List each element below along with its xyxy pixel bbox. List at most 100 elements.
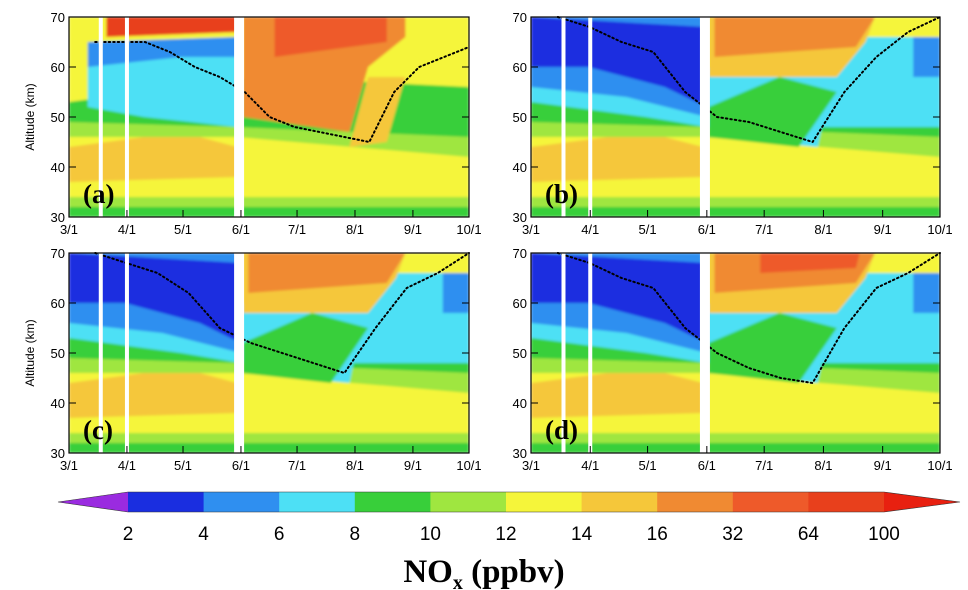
colorbar-level-label: 12 bbox=[495, 524, 516, 545]
band-gold bbox=[69, 368, 238, 418]
y-tick-label: 60 bbox=[513, 296, 527, 311]
x-tick-label: 3/1 bbox=[522, 222, 540, 237]
panel-label: (a) bbox=[83, 179, 114, 209]
colorbar-swatch bbox=[808, 492, 885, 512]
y-tick-label: 40 bbox=[513, 396, 527, 411]
region-blue-right bbox=[913, 37, 940, 77]
colorbar-swatch bbox=[203, 492, 280, 512]
band-green-bottom bbox=[69, 207, 469, 217]
x-tick-label: 9/1 bbox=[874, 458, 892, 473]
panel-a-field bbox=[69, 17, 469, 217]
y-tick-label: 50 bbox=[51, 346, 65, 361]
colorbar-level-label: 14 bbox=[571, 524, 593, 545]
data-gap-bar bbox=[699, 253, 710, 453]
x-tick-label: 4/1 bbox=[581, 222, 599, 237]
region-orange-top bbox=[714, 17, 875, 57]
data-gap-bar bbox=[124, 17, 129, 217]
band-green-bottom bbox=[531, 443, 940, 453]
panel-d-field bbox=[531, 253, 940, 453]
colorbar-triangle-left bbox=[58, 492, 128, 512]
x-tick-label: 7/1 bbox=[288, 458, 306, 473]
x-tick-label: 5/1 bbox=[639, 222, 657, 237]
x-tick-label: 8/1 bbox=[346, 458, 364, 473]
region-blue-right bbox=[913, 273, 940, 313]
y-tick-label: 60 bbox=[51, 296, 65, 311]
x-tick-label: 6/1 bbox=[698, 458, 716, 473]
panel-label: (c) bbox=[83, 415, 113, 445]
colorbar-outline bbox=[57, 491, 961, 513]
y-tick-label: 40 bbox=[513, 160, 527, 175]
x-tick-label: 8/1 bbox=[346, 222, 364, 237]
colorbar-level-label: 16 bbox=[647, 524, 668, 545]
colorbar-level-label: 8 bbox=[350, 524, 361, 545]
y-tick-label: 50 bbox=[513, 110, 527, 125]
x-tick-label: 9/1 bbox=[404, 458, 422, 473]
data-gap-bar bbox=[124, 253, 129, 453]
region-gold-a bbox=[349, 77, 406, 147]
x-tick-label: 3/1 bbox=[522, 458, 540, 473]
colorbar-level-label: 4 bbox=[198, 524, 209, 545]
region-green-mid bbox=[708, 313, 837, 383]
region-darkorange-top bbox=[760, 253, 860, 273]
y-tick-label: 70 bbox=[51, 246, 65, 261]
data-gap-bar bbox=[98, 253, 103, 453]
y-tick-label: 30 bbox=[51, 446, 65, 461]
x-tick-label: 7/1 bbox=[288, 222, 306, 237]
x-tick-label: 7/1 bbox=[755, 458, 773, 473]
y-tick-label: 30 bbox=[513, 446, 527, 461]
panel-b: 30 40 50 60 70 3/1 4/1 5/1 6/1 7/1 8/1 9/1 10/1 (b) bbox=[513, 10, 953, 237]
x-tick-label: 3/1 bbox=[60, 222, 78, 237]
panel-label: (b) bbox=[545, 179, 578, 209]
y-tick-label: 50 bbox=[513, 346, 527, 361]
x-tick-label: 4/1 bbox=[581, 458, 599, 473]
x-tick-label: 10/1 bbox=[927, 458, 952, 473]
data-gap-bar bbox=[561, 253, 566, 453]
colorbar-level-label: 2 bbox=[123, 524, 134, 545]
band-gold bbox=[531, 132, 703, 182]
y-tick-label: 60 bbox=[513, 60, 527, 75]
x-tick-label: 4/1 bbox=[118, 222, 136, 237]
band-gold bbox=[69, 132, 238, 182]
band-gold bbox=[531, 368, 703, 418]
colorbar: 2 4 6 8 10 12 14 16 32 64 100 NOx (ppbv) bbox=[57, 491, 961, 590]
x-tick-label: 6/1 bbox=[698, 222, 716, 237]
data-gap-bar bbox=[699, 17, 710, 217]
colorbar-swatch bbox=[581, 492, 658, 512]
x-tick-label: 7/1 bbox=[755, 222, 773, 237]
x-tick-label: 10/1 bbox=[456, 222, 481, 237]
colorbar-triangle-right bbox=[884, 492, 960, 512]
panel-a: 30 40 50 60 70 3/1 4/1 5/1 6/1 7/1 8/1 9/1 10/1 Altit… bbox=[23, 10, 482, 237]
region-darkorange bbox=[274, 17, 387, 57]
y-tick-label: 50 bbox=[51, 110, 65, 125]
x-tick-label: 4/1 bbox=[118, 458, 136, 473]
y-tick-label: 40 bbox=[51, 396, 65, 411]
y-tick-label: 60 bbox=[51, 60, 65, 75]
band-green-bottom bbox=[69, 443, 469, 453]
region-red-top bbox=[106, 17, 238, 37]
dotted-contour bbox=[556, 16, 941, 144]
panel-c: 30 40 50 60 70 3/1 4/1 5/1 6/1 7/1 8/1 9/1 10/1 Altit… bbox=[23, 246, 482, 473]
colorbar-level-label: 32 bbox=[722, 524, 743, 545]
dotted-contour bbox=[556, 252, 941, 385]
colorbar-swatch bbox=[354, 492, 431, 512]
x-tick-label: 9/1 bbox=[404, 222, 422, 237]
y-axis-label: Altitude (km) bbox=[23, 319, 37, 386]
y-tick-label: 70 bbox=[51, 10, 65, 25]
data-gap-bar bbox=[234, 17, 245, 217]
panel-d: 30 40 50 60 70 3/1 4/1 5/1 6/1 7/1 8/1 9/1 10/1 (d) bbox=[513, 246, 953, 473]
panels-group: 30 40 50 60 70 3/1 4/1 5/1 6/1 7/1 8/1 9/1 10/1 Altit… bbox=[23, 10, 953, 473]
colorbar-level-label: 10 bbox=[420, 524, 441, 545]
dotted-contour bbox=[94, 41, 470, 144]
x-tick-label: 5/1 bbox=[174, 458, 192, 473]
x-tick-label: 5/1 bbox=[639, 458, 657, 473]
y-tick-label: 30 bbox=[51, 210, 65, 225]
colorbar-swatch bbox=[128, 492, 205, 512]
panel-label: (d) bbox=[545, 415, 578, 445]
band-darkblue bbox=[531, 17, 707, 107]
y-tick-label: 40 bbox=[51, 160, 65, 175]
x-tick-label: 3/1 bbox=[60, 458, 78, 473]
panel-c-field bbox=[69, 253, 469, 453]
colorbar-swatches bbox=[57, 491, 961, 513]
y-tick-label: 30 bbox=[513, 210, 527, 225]
